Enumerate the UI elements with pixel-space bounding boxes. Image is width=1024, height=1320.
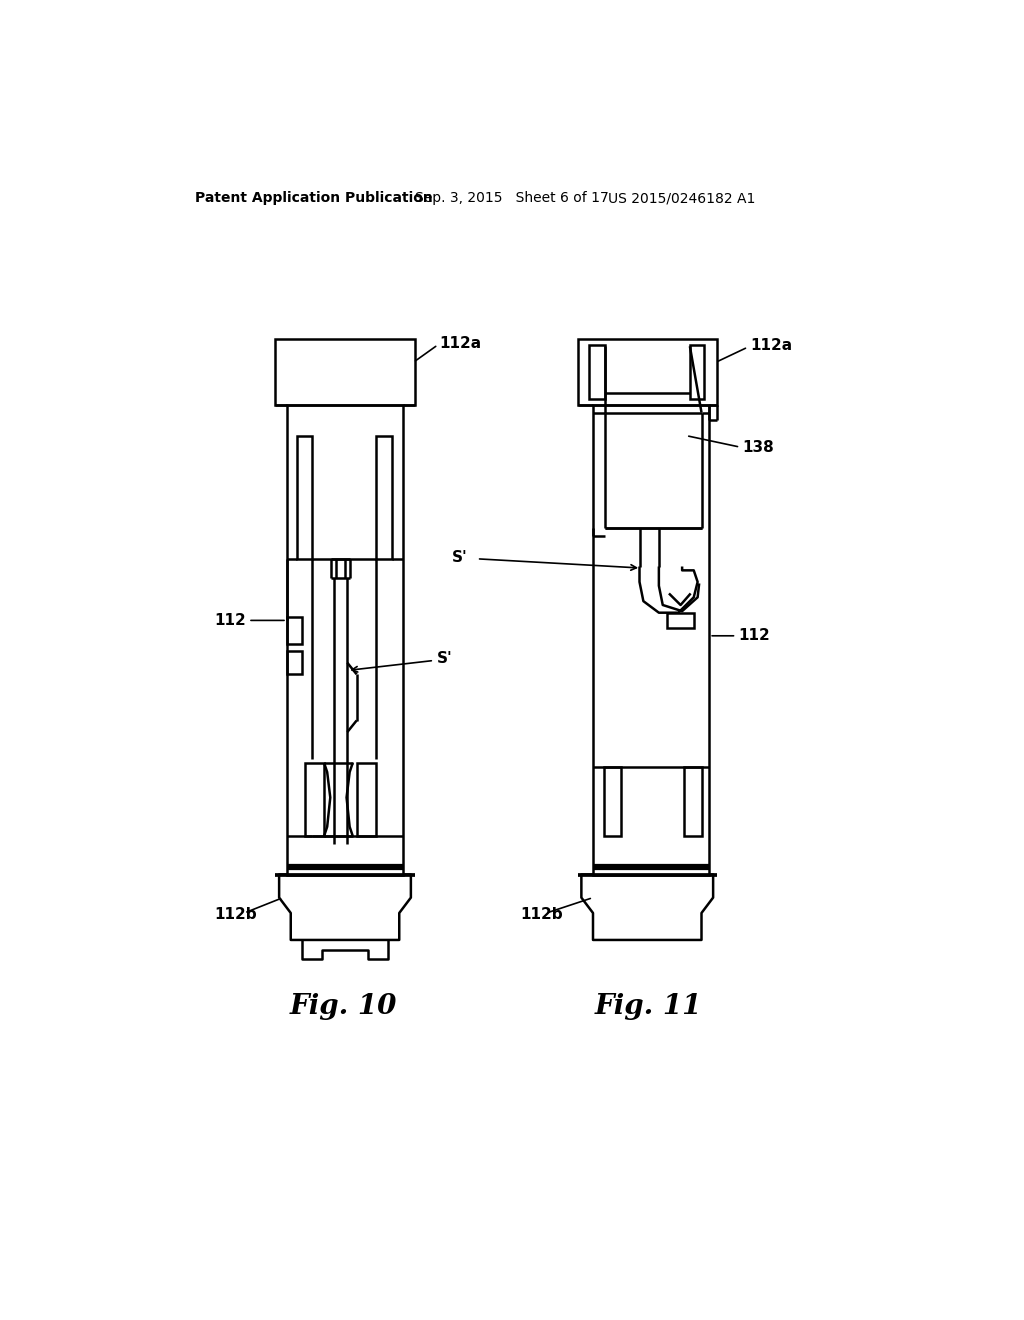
Bar: [305, 763, 324, 836]
Text: 112b: 112b: [215, 907, 257, 923]
Bar: [684, 767, 701, 836]
Text: 112a: 112a: [751, 338, 793, 352]
Bar: [578, 339, 717, 405]
Bar: [297, 436, 312, 558]
Bar: [275, 339, 415, 405]
Text: S': S': [436, 651, 453, 667]
Text: 112a: 112a: [439, 335, 481, 351]
Text: S': S': [452, 549, 468, 565]
Text: 112: 112: [738, 628, 770, 643]
Text: Patent Application Publication: Patent Application Publication: [196, 191, 433, 206]
Text: Sep. 3, 2015   Sheet 6 of 17: Sep. 3, 2015 Sheet 6 of 17: [415, 191, 608, 206]
Text: Fig. 11: Fig. 11: [595, 994, 702, 1020]
Bar: [376, 436, 391, 558]
Bar: [287, 405, 403, 875]
Text: Fig. 10: Fig. 10: [290, 994, 397, 1020]
Text: 112b: 112b: [520, 907, 563, 923]
Text: 112: 112: [215, 612, 247, 628]
Text: 138: 138: [742, 440, 774, 454]
Bar: [604, 767, 621, 836]
Bar: [287, 616, 302, 644]
Bar: [667, 612, 693, 628]
Text: US 2015/0246182 A1: US 2015/0246182 A1: [608, 191, 756, 206]
Bar: [356, 763, 376, 836]
Bar: [287, 651, 302, 675]
Bar: [593, 405, 710, 875]
Bar: [690, 345, 703, 399]
Bar: [589, 345, 604, 399]
